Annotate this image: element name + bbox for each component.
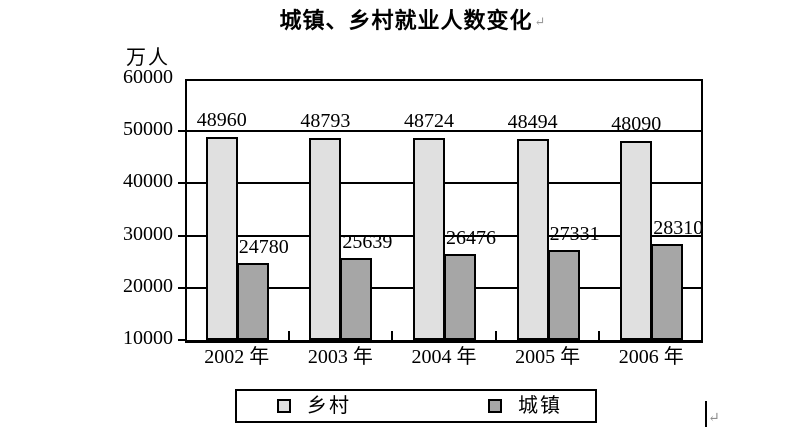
y-axis-tick (178, 130, 185, 133)
gridline (185, 130, 703, 133)
chart-title-row: 城镇、乡村就业人数变化 ↵ (30, 3, 795, 35)
value-label-urban: 24780 (238, 235, 289, 258)
end-paragraph-mark-icon: ↵ (708, 411, 720, 426)
y-axis-unit-label: 万人 (126, 47, 170, 69)
x-axis-label: 2004 年 (411, 346, 477, 368)
legend: 乡村 城镇 (235, 389, 597, 423)
value-label-rural: 48724 (404, 109, 454, 132)
value-label-urban: 28310 (653, 217, 704, 240)
legend-swatch-urban (488, 399, 502, 413)
legend-swatch-rural (277, 399, 291, 413)
y-tick-label: 60000 (123, 66, 173, 88)
value-label-rural: 48090 (611, 113, 662, 136)
value-label-urban: 25639 (342, 231, 393, 254)
x-axis-label: 2003 年 (307, 346, 373, 368)
paragraph-mark-icon: ↵ (534, 14, 546, 29)
bar-rural (516, 139, 549, 340)
y-axis-tick (178, 234, 185, 237)
y-axis-tick (178, 286, 185, 289)
y-axis-tick (178, 339, 185, 341)
y-tick-label: 20000 (123, 274, 173, 297)
y-tick-label: 10000 (123, 327, 173, 349)
chart-title: 城镇、乡村就业人数变化 (279, 8, 533, 33)
bar-rural (413, 137, 445, 340)
bar-urban (547, 249, 580, 340)
x-axis-label: 2005 年 (515, 346, 581, 368)
bar-urban (236, 262, 269, 340)
y-axis-tick (178, 182, 185, 185)
bar-rural (205, 136, 238, 340)
x-axis-tick (598, 331, 601, 340)
x-axis-label: 2006 年 (618, 346, 684, 368)
value-label-rural: 48494 (507, 111, 558, 134)
legend-label-urban: 城镇 (518, 395, 562, 417)
y-tick-label: 40000 (123, 170, 173, 193)
x-axis-tick (494, 331, 497, 340)
legend-label-rural: 乡村 (307, 395, 351, 417)
bar-rural (620, 141, 653, 340)
bar-urban (340, 258, 373, 340)
x-axis-tick (391, 331, 394, 340)
y-tick-label: 50000 (123, 118, 173, 141)
bar-urban (651, 244, 684, 340)
y-tick-label: 30000 (123, 222, 173, 245)
value-label-urban: 26476 (446, 226, 496, 249)
value-label-rural: 48793 (300, 109, 351, 132)
x-axis-tick (287, 331, 290, 340)
bar-rural (309, 137, 342, 340)
bar-urban (444, 253, 476, 340)
text-cursor[interactable] (705, 401, 707, 427)
x-axis-label: 2002 年 (204, 346, 270, 368)
value-label-urban: 27331 (549, 222, 600, 245)
value-label-rural: 48960 (196, 108, 247, 131)
